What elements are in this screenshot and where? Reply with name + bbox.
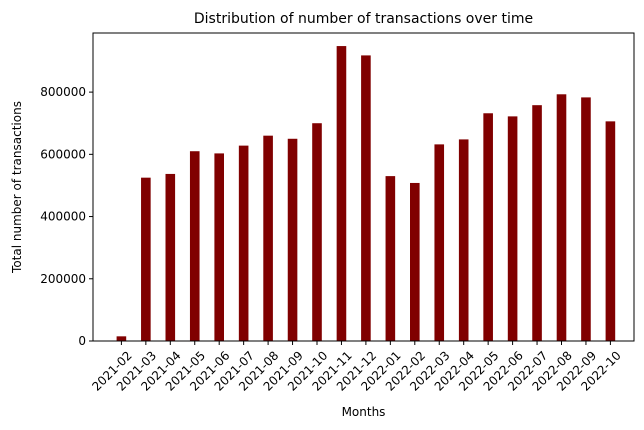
bar-2022-08	[556, 94, 567, 342]
bar-2021-04	[165, 173, 176, 341]
y-tick-label: 0	[78, 334, 86, 348]
bar-2021-12	[361, 55, 371, 342]
y-tick-label: 800000	[40, 85, 86, 99]
bar-2021-11	[336, 46, 347, 342]
bar-2022-06	[507, 116, 518, 341]
y-axis-label: Total number of transactions	[10, 101, 24, 274]
bar-2021-08	[263, 135, 273, 341]
bar-2022-09	[581, 97, 591, 342]
bar-2022-10	[605, 121, 616, 341]
bar-2021-05	[189, 151, 200, 341]
bar-2022-05	[483, 113, 493, 342]
bars-layer	[116, 46, 616, 342]
x-axis-label: Months	[342, 405, 386, 419]
y-tick-label: 400000	[40, 210, 86, 224]
bar-2021-07	[238, 145, 249, 341]
bar-2021-09	[287, 138, 298, 341]
bar-2022-02	[410, 182, 420, 341]
bar-2021-10	[312, 123, 322, 341]
y-tick-label: 200000	[40, 272, 86, 286]
x-axis: 2021-022021-032021-042021-052021-062021-…	[89, 341, 624, 394]
bar-2022-04	[458, 139, 469, 341]
plot-frame	[92, 32, 635, 342]
bar-2022-07	[532, 105, 542, 341]
y-tick-label: 600000	[40, 147, 86, 161]
bar-2021-06	[214, 153, 224, 341]
bar-2021-03	[141, 177, 151, 341]
chart-title: Distribution of number of transactions o…	[194, 11, 533, 27]
bar-2022-01	[385, 176, 396, 341]
y-axis: 0 200000 400000 600000 800000	[40, 85, 93, 348]
bar-2021-02	[116, 336, 127, 341]
bar-2022-03	[434, 144, 445, 341]
